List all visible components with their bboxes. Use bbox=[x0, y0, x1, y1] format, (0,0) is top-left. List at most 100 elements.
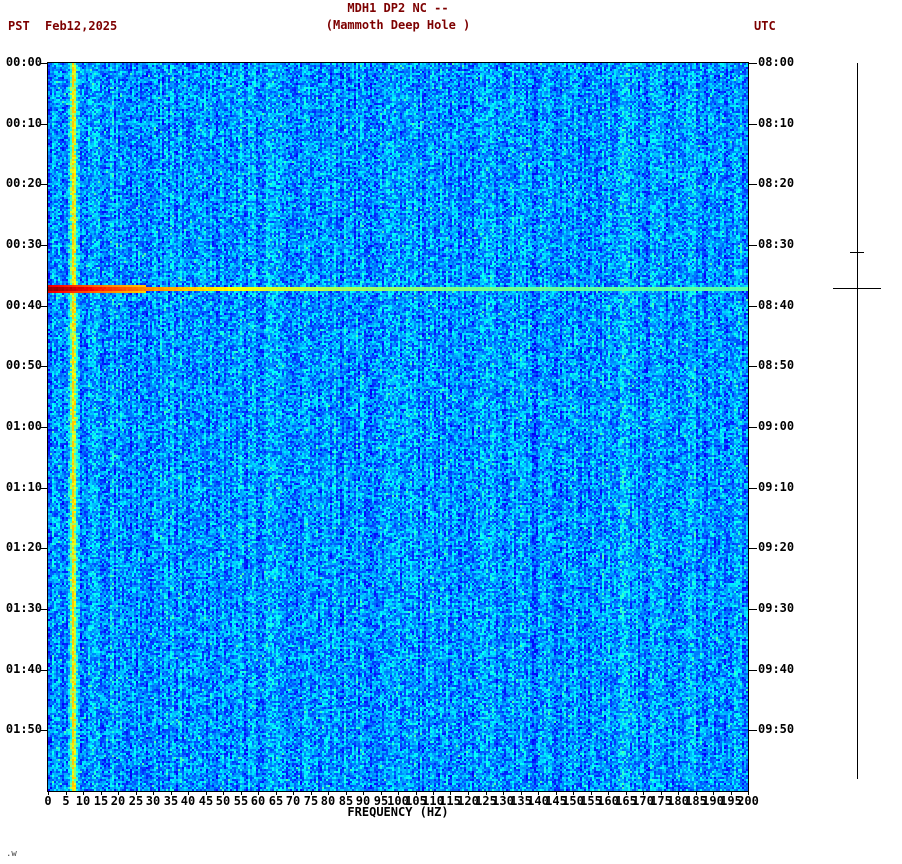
freq-tick bbox=[48, 792, 49, 795]
freq-tick-label: 85 bbox=[338, 794, 354, 808]
right-time-tick-label: 08:40 bbox=[758, 298, 795, 312]
freq-tick bbox=[626, 792, 627, 795]
freq-tick-label: 65 bbox=[268, 794, 284, 808]
freq-tick bbox=[328, 792, 329, 795]
left-time-tick bbox=[41, 124, 47, 125]
timezone-left-label: PST bbox=[8, 19, 30, 33]
right-time-tick bbox=[749, 306, 757, 307]
freq-tick bbox=[363, 792, 364, 795]
right-time-tick bbox=[749, 427, 757, 428]
freq-tick bbox=[433, 792, 434, 795]
freq-tick-label: 50 bbox=[215, 794, 231, 808]
freq-tick bbox=[66, 792, 67, 795]
left-time-tick-label: 00:30 bbox=[5, 237, 42, 251]
right-time-tick bbox=[749, 366, 757, 367]
freq-tick-label: 125 bbox=[475, 794, 497, 808]
freq-tick bbox=[450, 792, 451, 795]
freq-tick-label: 35 bbox=[163, 794, 179, 808]
freq-tick bbox=[608, 792, 609, 795]
left-time-tick bbox=[41, 184, 47, 185]
left-time-tick bbox=[41, 609, 47, 610]
timezone-right-label: UTC bbox=[754, 19, 776, 33]
right-time-tick bbox=[749, 548, 757, 549]
right-time-tick bbox=[749, 184, 757, 185]
freq-tick bbox=[188, 792, 189, 795]
freq-tick-label: 5 bbox=[62, 794, 70, 808]
freq-tick-label: 170 bbox=[632, 794, 654, 808]
page-subtitle: (Mammoth Deep Hole ) bbox=[325, 18, 471, 32]
right-time-tick-label: 09:30 bbox=[758, 601, 795, 615]
freq-tick bbox=[416, 792, 417, 795]
left-time-tick bbox=[41, 245, 47, 246]
spectrogram-plot bbox=[48, 63, 748, 791]
freq-tick-label: 75 bbox=[303, 794, 319, 808]
date-label: Feb12,2025 bbox=[45, 19, 118, 33]
right-time-tick-label: 08:30 bbox=[758, 237, 795, 251]
left-time-tick bbox=[41, 366, 47, 367]
footer-note: .w bbox=[6, 849, 17, 859]
freq-tick-label: 80 bbox=[320, 794, 336, 808]
freq-tick-label: 70 bbox=[285, 794, 301, 808]
freq-tick bbox=[101, 792, 102, 795]
freq-tick bbox=[538, 792, 539, 795]
freq-tick-label: 115 bbox=[439, 794, 461, 808]
freq-tick bbox=[678, 792, 679, 795]
freq-tick bbox=[713, 792, 714, 795]
freq-tick-label: 185 bbox=[685, 794, 707, 808]
freq-tick-label: 15 bbox=[93, 794, 109, 808]
right-time-tick-label: 08:50 bbox=[758, 358, 795, 372]
left-time-tick-label: 01:10 bbox=[5, 480, 42, 494]
right-time-tick bbox=[749, 63, 757, 64]
freq-tick-label: 30 bbox=[145, 794, 161, 808]
scalebar-tick bbox=[833, 288, 881, 289]
right-time-tick-label: 08:20 bbox=[758, 176, 795, 190]
freq-tick bbox=[573, 792, 574, 795]
freq-tick bbox=[83, 792, 84, 795]
freq-tick bbox=[591, 792, 592, 795]
freq-tick-label: 140 bbox=[527, 794, 549, 808]
left-time-tick-label: 00:40 bbox=[5, 298, 42, 312]
freq-tick bbox=[346, 792, 347, 795]
freq-tick bbox=[468, 792, 469, 795]
right-time-tick-label: 09:40 bbox=[758, 662, 795, 676]
freq-tick bbox=[258, 792, 259, 795]
freq-tick-label: 190 bbox=[702, 794, 724, 808]
freq-tick-label: 110 bbox=[422, 794, 444, 808]
freq-tick-label: 130 bbox=[492, 794, 514, 808]
spectrogram-canvas bbox=[48, 63, 748, 791]
freq-tick bbox=[731, 792, 732, 795]
right-time-tick-label: 09:20 bbox=[758, 540, 795, 554]
freq-tick-label: 100 bbox=[387, 794, 409, 808]
freq-tick bbox=[696, 792, 697, 795]
freq-tick-label: 45 bbox=[198, 794, 214, 808]
freq-tick bbox=[153, 792, 154, 795]
freq-tick-label: 135 bbox=[510, 794, 532, 808]
right-time-tick bbox=[749, 609, 757, 610]
freq-tick bbox=[521, 792, 522, 795]
left-time-tick-label: 01:00 bbox=[5, 419, 42, 433]
freq-tick-label: 180 bbox=[667, 794, 689, 808]
freq-tick-label: 40 bbox=[180, 794, 196, 808]
freq-tick-label: 60 bbox=[250, 794, 266, 808]
freq-tick-label: 200 bbox=[737, 794, 759, 808]
page-title: MDH1 DP2 NC -- bbox=[347, 1, 449, 15]
freq-tick bbox=[241, 792, 242, 795]
freq-tick-label: 90 bbox=[355, 794, 371, 808]
freq-tick-label: 55 bbox=[233, 794, 249, 808]
freq-tick-label: 20 bbox=[110, 794, 126, 808]
freq-tick-label: 0 bbox=[44, 794, 52, 808]
left-time-tick bbox=[41, 670, 47, 671]
left-time-tick-label: 00:20 bbox=[5, 176, 42, 190]
freq-tick-label: 155 bbox=[580, 794, 602, 808]
right-time-tick-label: 09:50 bbox=[758, 722, 795, 736]
freq-tick bbox=[171, 792, 172, 795]
left-time-tick-label: 01:40 bbox=[5, 662, 42, 676]
freq-tick-label: 25 bbox=[128, 794, 144, 808]
freq-tick bbox=[118, 792, 119, 795]
freq-tick-label: 105 bbox=[405, 794, 427, 808]
left-time-tick bbox=[41, 488, 47, 489]
left-time-tick bbox=[41, 548, 47, 549]
freq-tick bbox=[556, 792, 557, 795]
freq-tick-label: 160 bbox=[597, 794, 619, 808]
freq-tick-label: 175 bbox=[650, 794, 672, 808]
